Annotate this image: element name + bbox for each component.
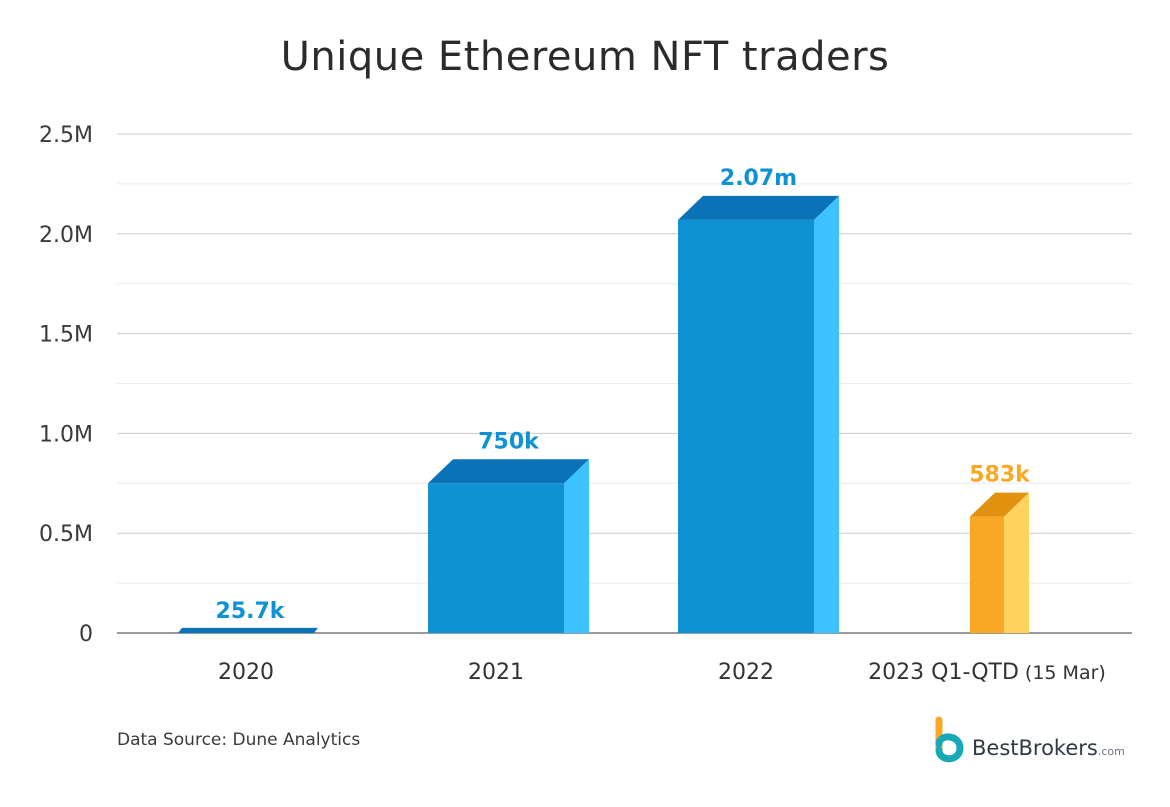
brand-logo: BestBrokers.com [930, 716, 1150, 766]
grid-lines [117, 133, 1132, 634]
bar-top-face [678, 195, 839, 220]
data-source-note: Data Source: Dune Analytics [117, 730, 361, 750]
bar-top-face [178, 627, 318, 633]
bar-side-face [564, 459, 589, 633]
bar-front-face [678, 219, 814, 633]
data-label: 583k [969, 463, 1031, 488]
data-label: 2.07m [720, 166, 797, 191]
y-tick-label: 0.5M [39, 522, 93, 547]
bar-2020 [178, 627, 318, 633]
bar-top-face [428, 459, 589, 484]
y-tick-label: 2.5M [39, 123, 93, 148]
bar-front-face [970, 516, 1004, 633]
x-category-label: 2020 [218, 660, 274, 685]
bar-top-face [970, 492, 1029, 517]
bar-2021 [428, 459, 589, 633]
bar-side-face [1004, 492, 1029, 633]
bar-2022 [678, 195, 839, 633]
x-category-label: 2022 [718, 660, 774, 685]
bestbrokers-logo-icon [935, 716, 964, 763]
y-tick-label: 1.5M [39, 323, 93, 348]
bars [178, 195, 1029, 633]
x-category-label: 2023 Q1-QTD (15 Mar) [868, 660, 1106, 685]
y-tick-label: 2.0M [39, 223, 93, 248]
bar-side-face [814, 195, 839, 633]
brand-domain: .com [1097, 745, 1125, 758]
brand-name: BestBrokers.com [972, 736, 1125, 760]
y-axis-tick-labels: 0 0.5M 1.0M 1.5M 2.0M 2.5M [39, 123, 93, 647]
x-category-label: 2021 [468, 660, 524, 685]
data-labels: 25.7k 750k 2.07m 583k [216, 166, 1032, 624]
y-tick-label: 1.0M [39, 422, 93, 447]
x-axis-category-labels: 2020 2021 2022 2023 Q1-QTD (15 Mar) [218, 660, 1106, 685]
y-tick-label: 0 [79, 622, 93, 647]
chart-title: Unique Ethereum NFT traders [280, 34, 890, 80]
data-label: 750k [478, 429, 540, 454]
bar-2023-q1-qtd [970, 492, 1029, 633]
brand-name-text: BestBrokers [972, 736, 1098, 760]
x-category-note: (15 Mar) [1019, 662, 1106, 684]
data-label: 25.7k [216, 599, 286, 624]
bar-front-face [428, 483, 564, 633]
